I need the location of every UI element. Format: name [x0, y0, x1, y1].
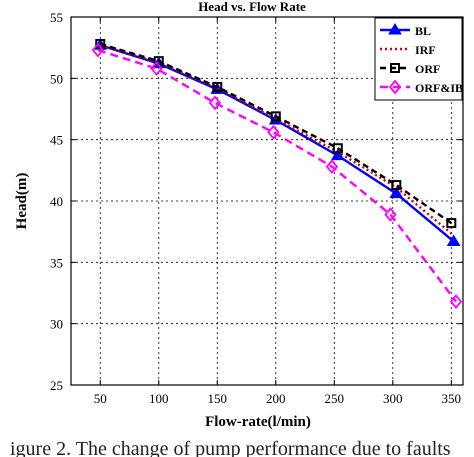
legend-marker-orf-ib	[388, 79, 402, 95]
data-point-orf	[332, 143, 343, 154]
y-tick-label: 55	[50, 10, 63, 25]
y-tick-label: 25	[50, 378, 63, 393]
x-tick-label: 350	[442, 391, 462, 406]
y-tick-label: 35	[50, 255, 63, 270]
x-tick-label: 50	[94, 391, 107, 406]
legend: BL IRF ORF ORF&IB	[374, 17, 463, 101]
x-tick-label: 300	[383, 391, 403, 406]
y-tick-label: 40	[50, 194, 63, 209]
data-point-orf-ib	[325, 159, 339, 175]
x-tick-label: 100	[149, 391, 169, 406]
data-point-orf-ib	[449, 294, 463, 309]
legend-label-irf: IRF	[415, 43, 436, 57]
data-point-orf	[212, 81, 223, 92]
data-point-orf	[446, 218, 457, 229]
data-point-orf-ib	[150, 61, 163, 76]
y-axis-label: Head(m)	[14, 173, 30, 230]
legend-label-orf: ORF	[415, 62, 440, 76]
legend-label-bl: BL	[415, 24, 431, 38]
data-point-orf-ib	[91, 42, 105, 58]
data-point-orf-ib	[384, 207, 397, 222]
series-line-orf	[99, 42, 452, 225]
y-tick-label: 50	[50, 71, 63, 86]
legend-label-orf-ib: ORF&IB	[415, 81, 463, 95]
axis-ticks: 50 100 150 200 250 300 350 25 30 35 40 45 50 55	[50, 10, 463, 406]
data-point-bl	[389, 186, 404, 199]
y-tick-label: 30	[50, 317, 63, 332]
data-point-bl	[446, 234, 461, 246]
data-point-orf-ib	[267, 124, 280, 140]
x-axis-label: Flow-rate(l/min)	[205, 414, 311, 430]
data-point-orf	[270, 111, 281, 122]
data-point-orf	[391, 180, 402, 191]
head-vs-flow-chart: Head vs. Flow Rate 50 100 150 200 250 300 350 2…	[14, 0, 464, 430]
legend-marker-orf	[390, 63, 400, 73]
data-point-orf-ib	[208, 95, 222, 111]
x-tick-label: 250	[325, 391, 345, 406]
chart-title: Head vs. Flow Rate	[198, 0, 306, 14]
series-layer	[91, 38, 463, 309]
y-tick-label: 45	[50, 133, 63, 148]
legend-marker-bl	[388, 23, 402, 35]
series-line-orf-ib	[97, 48, 457, 303]
x-tick-label: 200	[266, 391, 286, 406]
figure-caption: igure 2. The change of pump performance …	[10, 438, 451, 457]
x-tick-label: 150	[208, 391, 228, 406]
